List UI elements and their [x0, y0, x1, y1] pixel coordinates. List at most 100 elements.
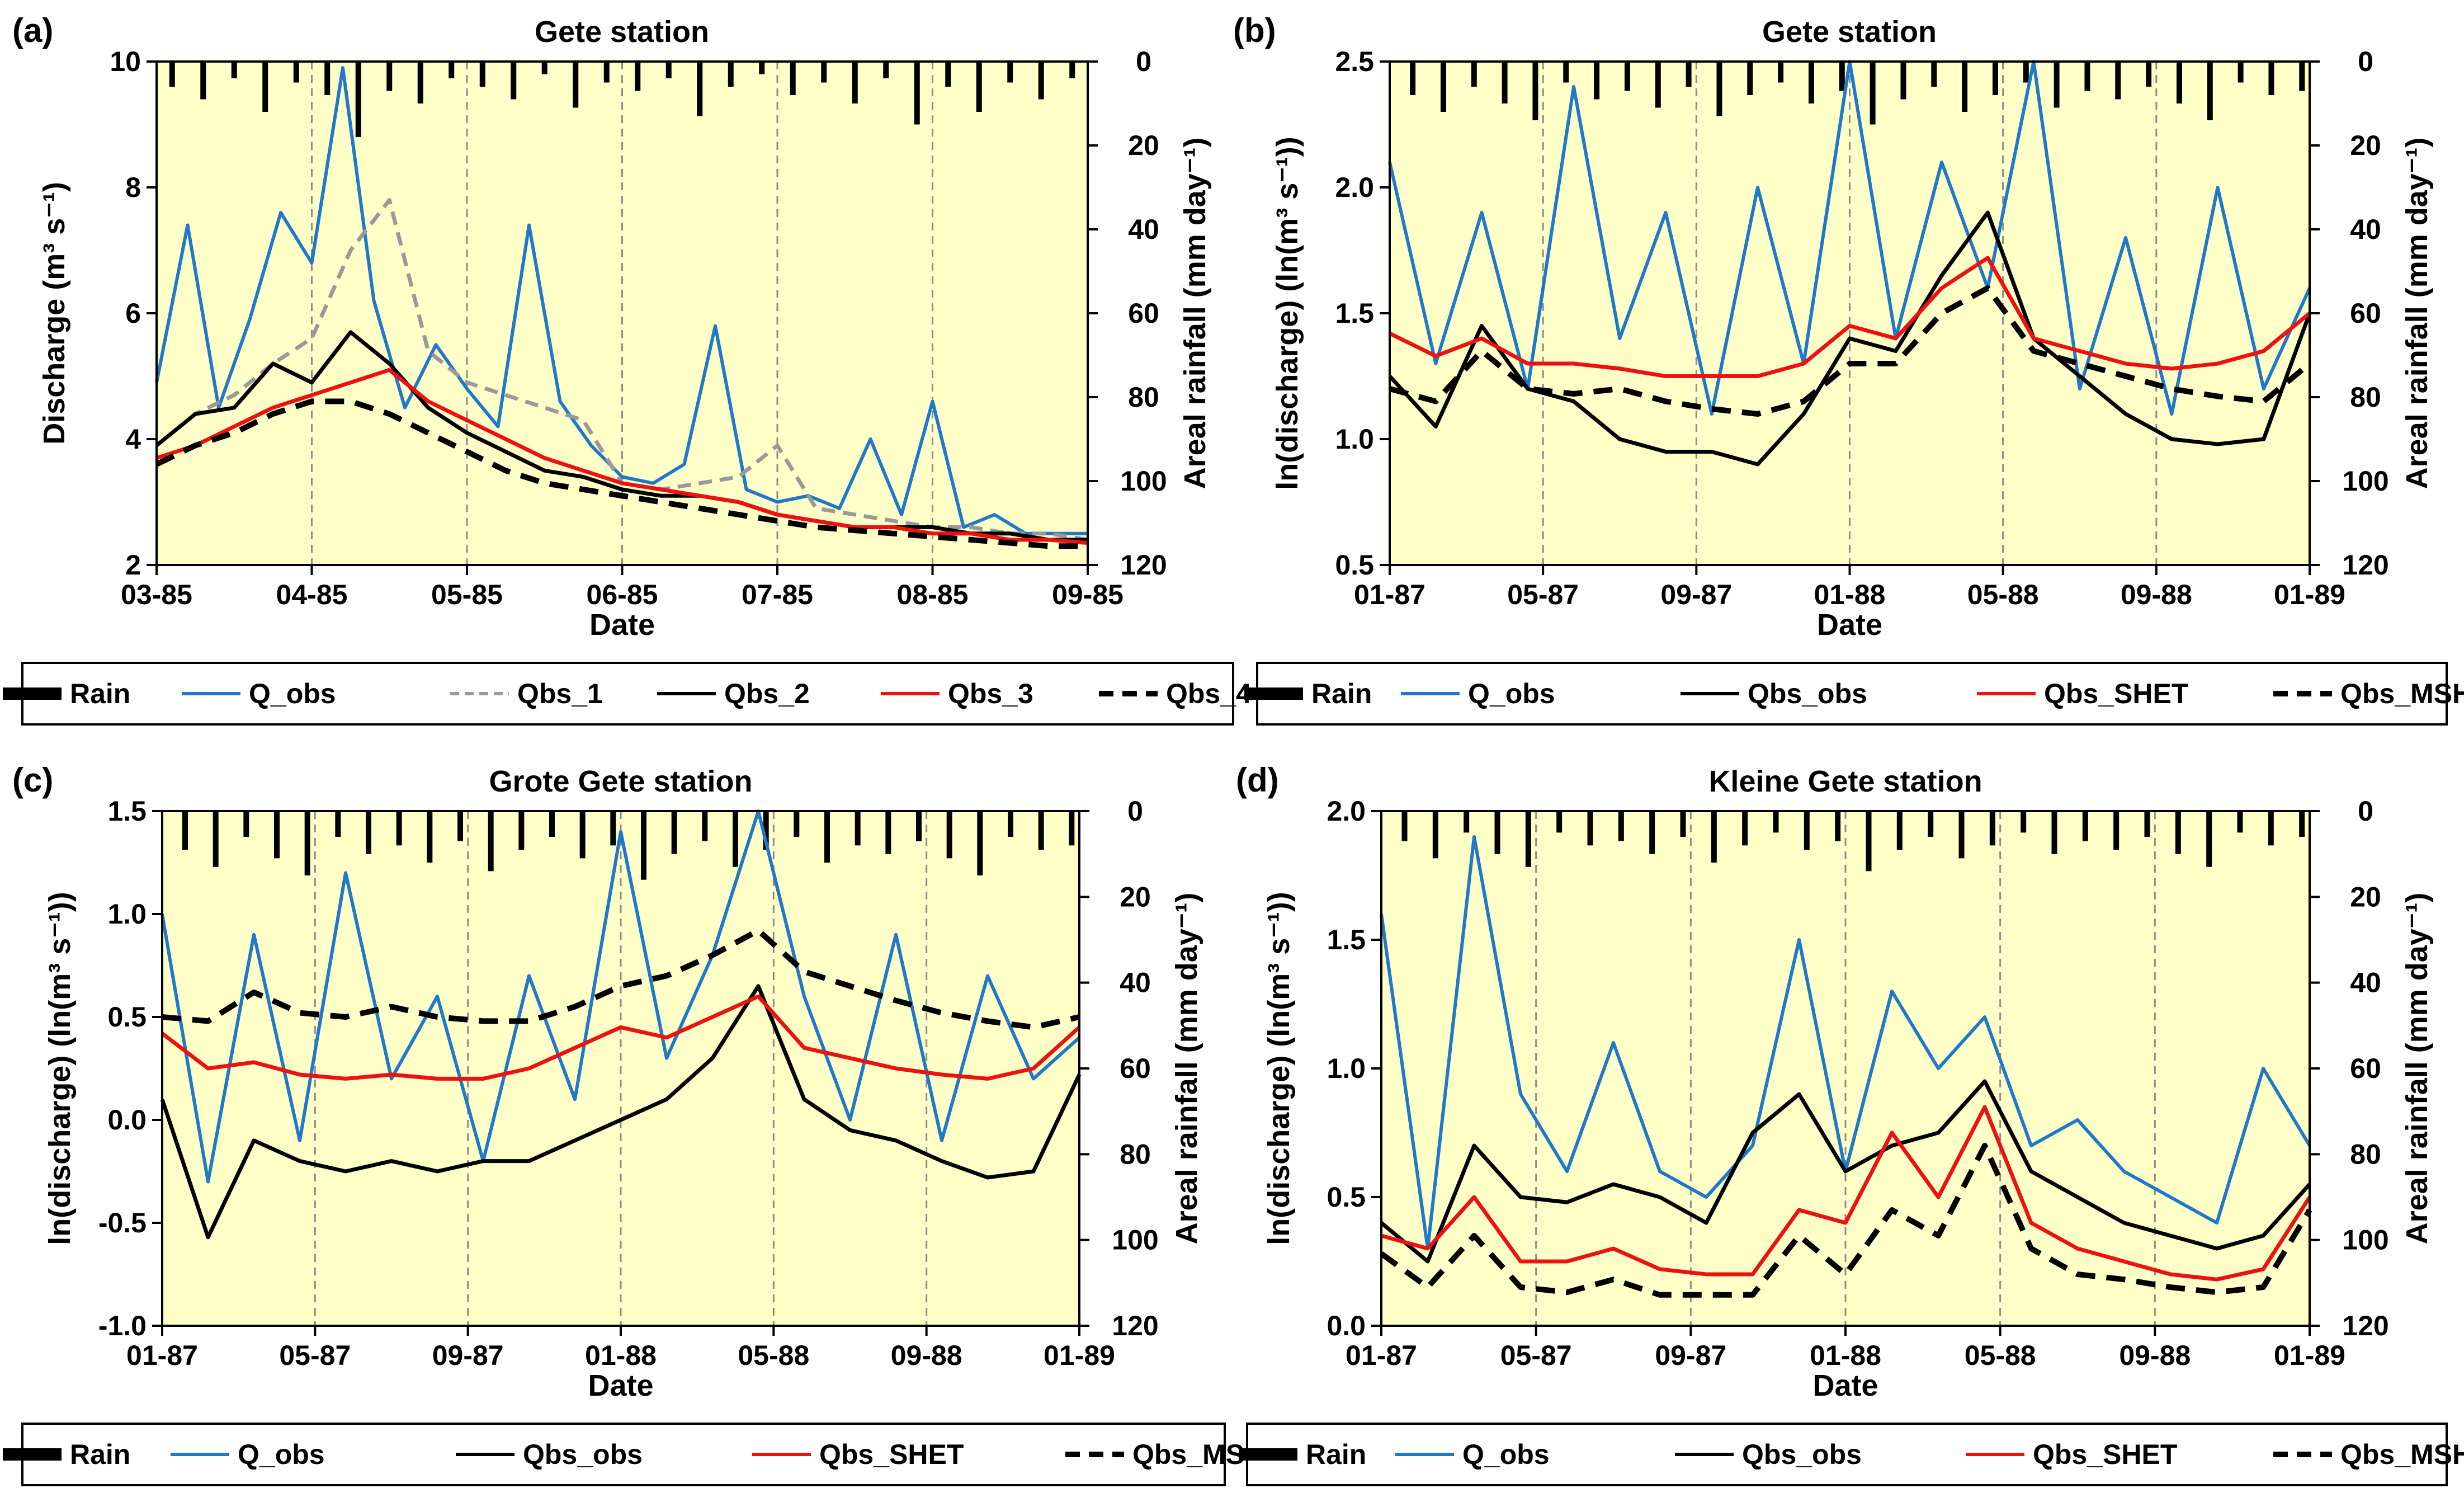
rain-bar [396, 811, 402, 846]
y2-tick-label: 60 [1120, 1053, 1151, 1084]
x-tick-label: 09-88 [2119, 1340, 2191, 1371]
rain-bar [945, 62, 951, 87]
x-tick-label: 09-88 [891, 1340, 962, 1371]
rain-bar [1896, 811, 1903, 850]
rain-bar [169, 62, 175, 87]
y2-tick-label: 60 [2350, 298, 2381, 329]
x-tick-label: 09-85 [1052, 579, 1124, 610]
y-tick-label: 0.5 [107, 1001, 147, 1033]
x-axis-title: Date [588, 1369, 653, 1402]
rain-bar [1778, 62, 1784, 83]
rain-bar [200, 62, 206, 100]
rain-bar [1839, 62, 1845, 91]
y2-tick-label: 40 [2350, 967, 2381, 999]
x-tick-label: 01-88 [585, 1340, 657, 1371]
rain-bar [2054, 62, 2060, 108]
rain-bar [641, 811, 646, 880]
chart-title: Kleine Gete station [1708, 765, 1982, 798]
legend: Rain Q_obs Qbs_obs Qbs_SHET Qbs_MSHE [1244, 662, 2464, 726]
chart-title: Grote Gete station [489, 765, 752, 798]
y2-axis-title: Areal rainfall (mm day⁻¹) [1170, 893, 1203, 1245]
rain-bar [2115, 62, 2121, 100]
legend-label: Rain [1306, 1439, 1366, 1470]
rain-bar [916, 811, 922, 841]
x-axis-title: Date [1817, 608, 1882, 642]
y-tick-label: 2 [125, 549, 141, 581]
x-tick-label: 01-87 [126, 1340, 198, 1371]
legend-label: Qbs_SHET [819, 1439, 964, 1470]
rain-bar [1931, 62, 1937, 87]
rain-bar [2021, 811, 2027, 833]
x-tick-label: 01-89 [2274, 579, 2345, 610]
rain-bar [386, 62, 393, 91]
legend: Rain Q_obs Qbs_1 Qbs_2 Qbs_3 Qbs_4 [3, 662, 1252, 726]
series-line-qbs_mshe [1389, 285, 2312, 417]
x-tick-label: 01-88 [1814, 579, 1886, 610]
rain-bar [231, 62, 237, 78]
rain-bar [977, 811, 983, 875]
rain-bar [1928, 811, 1934, 837]
rain-bar [702, 811, 708, 841]
rain-bar [1958, 811, 1965, 859]
rain-bar [2082, 811, 2088, 841]
rain-bar [1464, 811, 1470, 833]
rain-bar [1649, 811, 1655, 854]
x-tick-label: 09-87 [1655, 1340, 1726, 1371]
rain-bar [366, 811, 371, 854]
y-tick-label: 1.5 [1335, 298, 1374, 329]
rain-bar [573, 62, 579, 108]
panel-label: (c) [12, 761, 53, 799]
y2-tick-label: 40 [2350, 214, 2381, 245]
rain-bar [417, 62, 423, 103]
rain-bar [1624, 62, 1630, 91]
y2-tick-label: 40 [1128, 214, 1159, 245]
x-tick-label: 08-85 [897, 579, 969, 610]
chart-panel-d: 01-87 05-87 09-87 01-88 05-88 09-88 01-89 0.0 0.… [1236, 761, 2464, 1486]
rain-bar [2113, 811, 2120, 850]
rain-bar [2237, 811, 2243, 833]
rain-bar [855, 811, 861, 846]
series-line-qbs_4 [155, 398, 1088, 549]
legend-label: Qbs_obs [523, 1439, 643, 1470]
legend-label: Qbs_obs [1742, 1439, 1862, 1470]
rain-bar [1525, 811, 1531, 867]
panel-label: (b) [1233, 12, 1276, 49]
rain-bar [579, 811, 586, 859]
legend-label: Q_obs [1462, 1439, 1550, 1470]
y-tick-label: 2.0 [1335, 172, 1374, 203]
rain-bar [1655, 62, 1661, 108]
legend-label: Qbs_obs [1748, 678, 1867, 709]
rain-bar [794, 811, 800, 837]
y2-axis-title: Areal rainfall (mm day⁻¹) [2400, 893, 2434, 1245]
rain-bar [449, 62, 455, 78]
y2-tick-label: 80 [1128, 382, 1159, 413]
rain-bar [304, 811, 310, 875]
y2-tick-label: 0 [2358, 46, 2373, 77]
rain-bar [549, 811, 555, 837]
y2-axis-title: Areal rainfall (mm day⁻¹) [2400, 138, 2434, 489]
x-tick-label: 01-87 [1354, 579, 1425, 610]
rain-bar [2051, 811, 2057, 854]
y-tick-label: 2.5 [1335, 46, 1374, 77]
series-line-qbs_2 [155, 330, 1088, 542]
rain-bar [1471, 62, 1477, 87]
y-tick-label: 1.5 [107, 795, 147, 827]
rain-bar [274, 811, 280, 859]
y2-tick-label: 100 [1120, 465, 1167, 497]
legend: Rain Q_obs Qbs_obs Qbs_SHET Qbs_MSHE [1239, 1423, 2464, 1486]
y2-tick-label: 40 [1120, 967, 1151, 999]
rain-bar [2084, 62, 2090, 91]
rain-bar [1742, 811, 1748, 846]
legend-label: Qbs_2 [724, 678, 810, 709]
rain-bar [1680, 811, 1686, 837]
y-tick-label: 8 [125, 172, 141, 203]
rain-bar [355, 62, 361, 137]
rain-bar [479, 62, 485, 87]
series-line-qbs_3 [155, 368, 1088, 545]
x-tick-label: 05-87 [279, 1340, 351, 1371]
y-tick-label: -1.0 [98, 1310, 147, 1341]
rain-bar [1563, 62, 1569, 83]
rain-bar [2146, 62, 2152, 87]
x-tick-label: 09-88 [2121, 579, 2192, 610]
